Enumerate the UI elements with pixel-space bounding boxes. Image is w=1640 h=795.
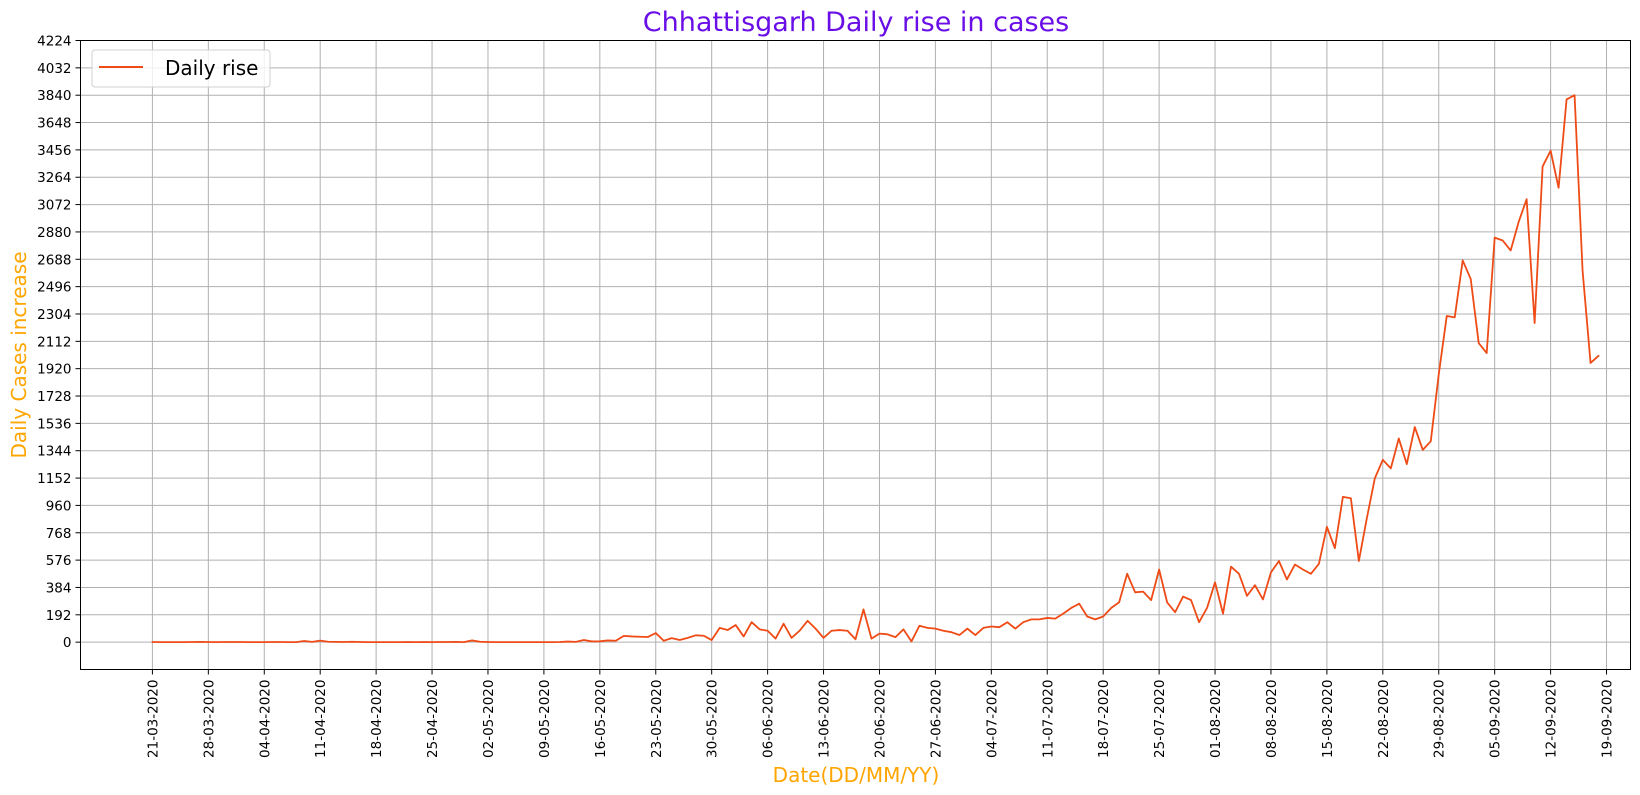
y-tick-label: 576 (46, 553, 72, 569)
y-tick-label: 2688 (37, 252, 71, 268)
x-tick-label: 22-08-2020 (1376, 680, 1392, 758)
x-axis-ticks: 21-03-2020 28-03-2020 04-04-2020 11-04-2020… (145, 669, 1616, 758)
y-tick-label: 960 (46, 498, 72, 514)
x-tick-label: 15-08-2020 (1320, 680, 1336, 758)
x-tick-label: 04-04-2020 (257, 680, 273, 758)
x-tick-label: 05-09-2020 (1488, 680, 1504, 758)
y-tick-label: 384 (46, 580, 72, 596)
legend: Daily rise (91, 49, 271, 88)
x-tick-label: 08-08-2020 (1264, 680, 1280, 758)
y-tick-label: 3456 (37, 143, 71, 159)
x-tick-label: 16-05-2020 (593, 680, 609, 758)
series-line-daily-rise (151, 94, 1600, 644)
x-tick-label: 30-05-2020 (705, 680, 721, 758)
x-tick-label: 19-09-2020 (1600, 680, 1616, 758)
x-tick-label: 18-04-2020 (369, 680, 385, 758)
y-tick-label: 2496 (37, 280, 71, 296)
x-tick-label: 12-09-2020 (1544, 680, 1560, 758)
y-tick-label: 1152 (37, 471, 71, 487)
x-axis-label: Date(DD/MM/YY) (773, 763, 940, 787)
y-tick-label: 2112 (37, 334, 71, 350)
y-tick-label: 1920 (37, 362, 71, 378)
x-tick-label: 25-04-2020 (425, 680, 441, 758)
y-tick-label: 2880 (37, 225, 71, 241)
x-tick-label: 28-03-2020 (201, 680, 217, 758)
x-tick-label: 04-07-2020 (984, 680, 1000, 758)
y-tick-label: 1728 (37, 389, 71, 405)
chart-title: Chhattisgarh Daily rise in cases (643, 7, 1069, 38)
y-axis-label: Daily Cases increase (7, 252, 31, 459)
y-tick-label: 0 (63, 635, 72, 651)
x-tick-label: 11-07-2020 (1040, 680, 1056, 758)
x-tick-label: 06-06-2020 (761, 680, 777, 758)
legend-box (91, 49, 271, 88)
y-tick-label: 3264 (37, 170, 71, 186)
series-layer (151, 94, 1600, 644)
y-tick-label: 192 (46, 608, 72, 624)
y-tick-label: 1536 (37, 416, 71, 432)
grid-lines (80, 40, 1631, 670)
y-tick-label: 4032 (37, 61, 71, 77)
y-tick-label: 3072 (37, 198, 71, 214)
x-tick-label: 02-05-2020 (481, 680, 497, 758)
x-tick-label: 21-03-2020 (145, 680, 161, 758)
y-tick-label: 4224 (37, 34, 71, 50)
x-tick-label: 11-04-2020 (313, 680, 329, 758)
x-tick-label: 13-06-2020 (817, 680, 833, 758)
x-tick-label: 27-06-2020 (928, 680, 944, 758)
x-tick-label: 18-07-2020 (1096, 680, 1112, 758)
x-tick-label: 25-07-2020 (1152, 680, 1168, 758)
legend-label-daily-rise: Daily rise (165, 56, 258, 80)
x-tick-label: 29-08-2020 (1432, 680, 1448, 758)
x-tick-label: 23-05-2020 (649, 680, 665, 758)
x-tick-label: 20-06-2020 (872, 680, 888, 758)
y-tick-label: 3648 (37, 116, 71, 132)
y-axis-ticks: 0 192 384 576 768 960 1152 1344 1536 1728 1920 2112… (37, 34, 81, 651)
y-tick-label: 3840 (37, 88, 71, 104)
x-tick-label: 09-05-2020 (537, 680, 553, 758)
y-tick-label: 768 (46, 526, 72, 542)
y-tick-label: 2304 (37, 307, 71, 323)
plot-frame (80, 40, 1631, 670)
x-tick-label: 01-08-2020 (1208, 680, 1224, 758)
y-tick-label: 1344 (37, 444, 71, 460)
